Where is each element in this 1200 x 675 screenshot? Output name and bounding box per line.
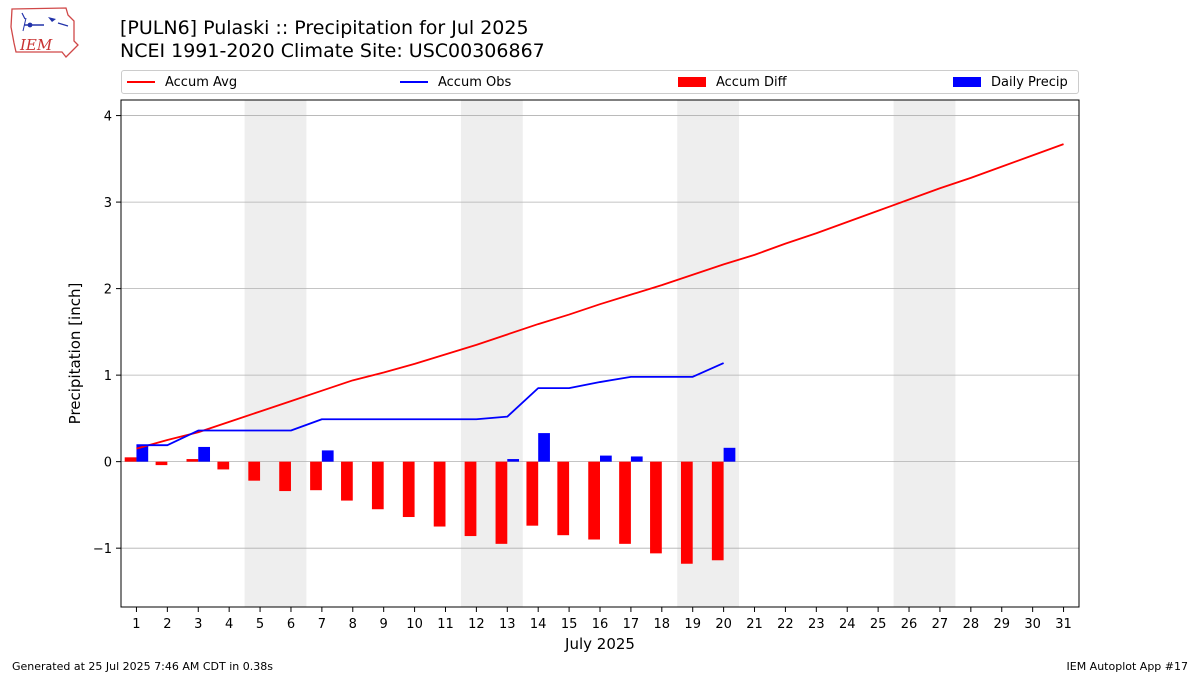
daily-precip-bar-1: [136, 445, 149, 462]
daily-precip-bar-3: [198, 446, 211, 462]
accum-diff-bar-12: [464, 461, 477, 537]
chart-subtitle: NCEI 1991-2020 Climate Site: USC00306867: [120, 40, 545, 62]
accum-diff-bar-13: [495, 461, 508, 544]
accum-diff-bar-19: [680, 461, 693, 564]
y-tick-label-2: 1: [104, 369, 112, 384]
x-tick-label-3: 3: [194, 617, 202, 632]
x-tick-label-14: 14: [530, 617, 547, 632]
x-tick-label-19: 19: [684, 617, 701, 632]
accum-diff-bar-10: [402, 461, 415, 518]
x-tick-label-20: 20: [715, 617, 732, 632]
legend-item-daily-precip: Daily Precip: [953, 74, 1068, 90]
x-tick-label-11: 11: [437, 617, 454, 632]
footer-app-id: IEM Autoplot App #17: [1066, 660, 1189, 673]
daily-precip-bar-16: [600, 455, 612, 462]
accum-diff-bar-14: [526, 461, 539, 526]
accum-diff-bar-8: [341, 461, 353, 501]
legend-swatch-accum-obs: [400, 81, 428, 83]
accum-diff-bar-3: [186, 459, 199, 462]
y-tick-label-1: 0: [104, 456, 112, 471]
x-tick-label-6: 6: [287, 617, 295, 632]
daily-precip-bar-14: [538, 433, 550, 462]
legend-label-accum-avg: Accum Avg: [165, 74, 238, 90]
legend-item-accum-avg: Accum Avg: [127, 74, 237, 90]
x-tick-label-23: 23: [808, 617, 825, 632]
accum-diff-bar-7: [310, 461, 322, 491]
daily-precip-bar-7: [321, 450, 334, 462]
legend-label-daily-precip: Daily Precip: [991, 74, 1068, 90]
x-tick-label-17: 17: [623, 617, 640, 632]
accum-diff-bar-16: [588, 461, 600, 540]
weekend-shade-1: [244, 100, 307, 607]
x-tick-label-9: 9: [380, 617, 388, 632]
daily-precip-bar-13: [507, 459, 520, 462]
x-tick-label-12: 12: [468, 617, 485, 632]
x-tick-label-30: 30: [1024, 617, 1041, 632]
x-tick-label-26: 26: [901, 617, 918, 632]
legend-swatch-accum-diff: [678, 77, 706, 87]
iem-logo: IEM: [8, 5, 80, 59]
footer-generated: Generated at 25 Jul 2025 7:46 AM CDT in …: [12, 660, 273, 673]
y-tick-label-0: −1: [93, 542, 112, 557]
y-tick-label-3: 2: [104, 283, 112, 298]
x-tick-label-18: 18: [654, 617, 671, 632]
x-tick-label-22: 22: [777, 617, 794, 632]
accum-diff-bar-1: [124, 457, 137, 462]
x-tick-label-5: 5: [256, 617, 264, 632]
accum-diff-bar-11: [433, 461, 446, 527]
y-axis-label: Precipitation [inch]: [66, 283, 84, 425]
x-tick-label-24: 24: [839, 617, 856, 632]
accum-diff-bar-17: [619, 461, 631, 544]
x-tick-label-8: 8: [349, 617, 357, 632]
accum-obs-line: [136, 362, 724, 447]
accum-diff-bar-15: [557, 461, 570, 536]
x-tick-label-7: 7: [318, 617, 326, 632]
accum-diff-bar-9: [371, 461, 384, 510]
x-tick-label-1: 1: [132, 617, 140, 632]
y-tick-label-4: 3: [104, 196, 112, 211]
x-tick-label-2: 2: [163, 617, 171, 632]
x-tick-label-15: 15: [561, 617, 578, 632]
daily-precip-bar-17: [630, 456, 643, 462]
accum-diff-bar-2: [155, 461, 168, 466]
legend-label-accum-obs: Accum Obs: [438, 74, 512, 90]
x-axis-label: July 2025: [564, 635, 635, 653]
legend-swatch-daily-precip: [953, 77, 981, 87]
x-tick-label-10: 10: [406, 617, 423, 632]
x-tick-label-27: 27: [932, 617, 949, 632]
x-tick-label-28: 28: [963, 617, 980, 632]
x-tick-label-29: 29: [993, 617, 1010, 632]
accum-diff-bar-20: [711, 461, 724, 561]
daily-precip-bar-20: [723, 447, 736, 462]
x-tick-label-4: 4: [225, 617, 233, 632]
x-tick-label-21: 21: [746, 617, 763, 632]
legend: Accum Avg Accum Obs Accum Diff Daily Pre…: [121, 70, 1079, 94]
x-tick-label-13: 13: [499, 617, 516, 632]
legend-item-accum-obs: Accum Obs: [400, 74, 511, 90]
x-tick-label-16: 16: [592, 617, 609, 632]
weekend-shade-4: [893, 100, 956, 607]
accum-diff-bar-4: [217, 461, 230, 470]
y-tick-label-5: 4: [104, 110, 112, 125]
accum-diff-bar-18: [650, 461, 662, 554]
chart-title: [PULN6] Pulaski :: Precipitation for Jul…: [120, 17, 529, 39]
accum-diff-bar-5: [248, 461, 261, 481]
x-tick-label-31: 31: [1055, 617, 1072, 632]
legend-item-accum-diff: Accum Diff: [678, 74, 787, 90]
legend-swatch-accum-avg: [127, 81, 155, 83]
accum-avg-line: [136, 143, 1064, 450]
x-tick-label-25: 25: [870, 617, 887, 632]
logo-text: IEM: [19, 36, 53, 54]
accum-diff-bar-6: [279, 461, 291, 492]
legend-label-accum-diff: Accum Diff: [716, 74, 787, 90]
